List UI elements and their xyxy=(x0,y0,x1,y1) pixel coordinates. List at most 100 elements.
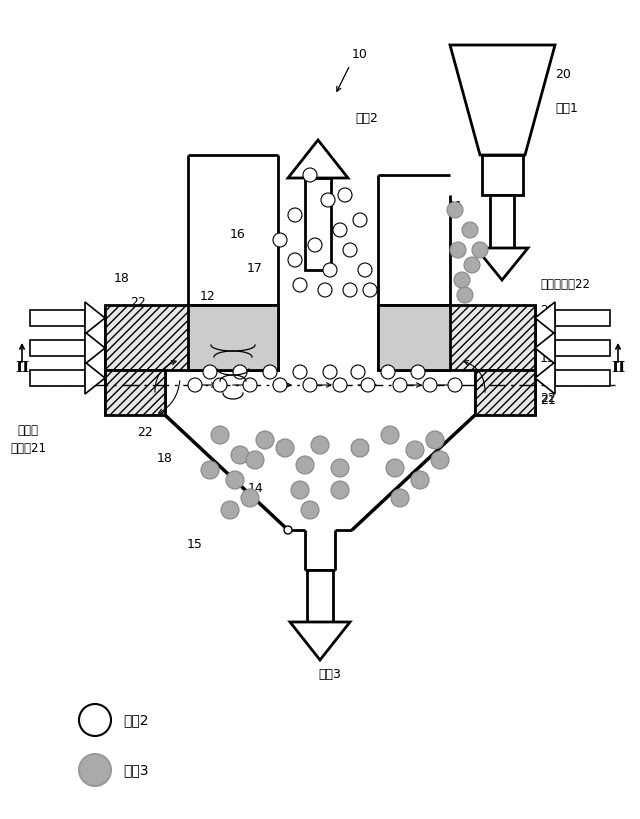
Polygon shape xyxy=(85,332,105,364)
Circle shape xyxy=(203,365,217,379)
Circle shape xyxy=(231,446,249,464)
Text: エアー21: エアー21 xyxy=(10,441,46,455)
Text: 微粉2: 微粉2 xyxy=(123,713,148,727)
Polygon shape xyxy=(555,370,610,386)
Text: 原料1: 原料1 xyxy=(555,102,578,115)
Circle shape xyxy=(241,489,259,507)
Polygon shape xyxy=(105,305,278,370)
Polygon shape xyxy=(555,340,610,356)
Circle shape xyxy=(333,378,347,392)
Text: 21: 21 xyxy=(540,393,556,406)
Circle shape xyxy=(303,378,317,392)
Circle shape xyxy=(448,378,462,392)
Circle shape xyxy=(393,378,407,392)
Circle shape xyxy=(226,471,244,489)
Polygon shape xyxy=(476,248,528,280)
Circle shape xyxy=(361,378,375,392)
Polygon shape xyxy=(288,140,348,178)
Polygon shape xyxy=(305,178,331,270)
Circle shape xyxy=(363,283,377,297)
Polygon shape xyxy=(535,332,555,364)
Circle shape xyxy=(411,365,425,379)
Polygon shape xyxy=(105,370,165,415)
Circle shape xyxy=(323,365,337,379)
Polygon shape xyxy=(378,305,450,370)
Circle shape xyxy=(323,263,337,277)
Circle shape xyxy=(291,481,309,499)
Polygon shape xyxy=(450,45,555,155)
Text: 12: 12 xyxy=(200,289,216,302)
Polygon shape xyxy=(188,305,278,370)
Text: 18: 18 xyxy=(157,451,173,464)
Circle shape xyxy=(288,253,302,267)
Circle shape xyxy=(288,208,302,222)
Circle shape xyxy=(457,287,473,303)
Circle shape xyxy=(221,501,239,519)
Circle shape xyxy=(79,754,111,786)
Polygon shape xyxy=(555,310,610,326)
Circle shape xyxy=(338,188,352,202)
Circle shape xyxy=(311,436,329,454)
Circle shape xyxy=(276,439,294,457)
Circle shape xyxy=(308,238,322,252)
Polygon shape xyxy=(30,340,85,356)
Text: 13: 13 xyxy=(540,351,556,364)
Circle shape xyxy=(462,222,478,238)
Circle shape xyxy=(353,213,367,227)
Text: 16: 16 xyxy=(230,229,246,242)
Text: 11: 11 xyxy=(448,201,464,214)
Circle shape xyxy=(447,202,463,218)
Text: 粗粉3: 粗粉3 xyxy=(319,668,341,681)
Circle shape xyxy=(333,223,347,237)
Circle shape xyxy=(246,451,264,469)
Text: II: II xyxy=(15,361,29,375)
Polygon shape xyxy=(378,305,535,370)
Text: 微粉2: 微粉2 xyxy=(355,111,378,124)
Text: 14: 14 xyxy=(248,482,264,495)
Circle shape xyxy=(201,461,219,479)
Circle shape xyxy=(381,365,395,379)
Text: 22: 22 xyxy=(540,304,556,316)
Circle shape xyxy=(256,431,274,449)
Circle shape xyxy=(351,365,365,379)
Circle shape xyxy=(284,526,292,534)
Circle shape xyxy=(263,365,277,379)
Polygon shape xyxy=(85,302,105,334)
Text: 22: 22 xyxy=(540,391,556,405)
Circle shape xyxy=(423,378,437,392)
Circle shape xyxy=(243,378,257,392)
Text: 粗粉3: 粗粉3 xyxy=(123,763,148,777)
Circle shape xyxy=(454,272,470,288)
Circle shape xyxy=(343,283,357,297)
Circle shape xyxy=(318,283,332,297)
Text: 22: 22 xyxy=(130,296,146,309)
Text: 10: 10 xyxy=(352,48,368,61)
Text: メイン: メイン xyxy=(17,423,38,437)
Polygon shape xyxy=(490,195,514,248)
Text: 二次エアー22: 二次エアー22 xyxy=(540,278,590,292)
Polygon shape xyxy=(535,302,555,334)
Circle shape xyxy=(472,242,488,258)
Polygon shape xyxy=(30,370,85,386)
Polygon shape xyxy=(307,570,333,622)
Polygon shape xyxy=(85,362,105,394)
Circle shape xyxy=(296,456,314,474)
Circle shape xyxy=(381,426,399,444)
Circle shape xyxy=(79,704,111,736)
Text: 15: 15 xyxy=(187,539,203,551)
Circle shape xyxy=(188,378,202,392)
Circle shape xyxy=(411,471,429,489)
Circle shape xyxy=(331,459,349,477)
Circle shape xyxy=(450,242,466,258)
Text: 17: 17 xyxy=(247,261,263,274)
Polygon shape xyxy=(290,622,350,660)
Circle shape xyxy=(211,426,229,444)
Polygon shape xyxy=(482,155,523,195)
Circle shape xyxy=(293,365,307,379)
Circle shape xyxy=(321,193,335,207)
Text: 20: 20 xyxy=(555,69,571,82)
Text: II: II xyxy=(611,361,625,375)
Circle shape xyxy=(351,439,369,457)
Circle shape xyxy=(391,489,409,507)
Circle shape xyxy=(233,365,247,379)
